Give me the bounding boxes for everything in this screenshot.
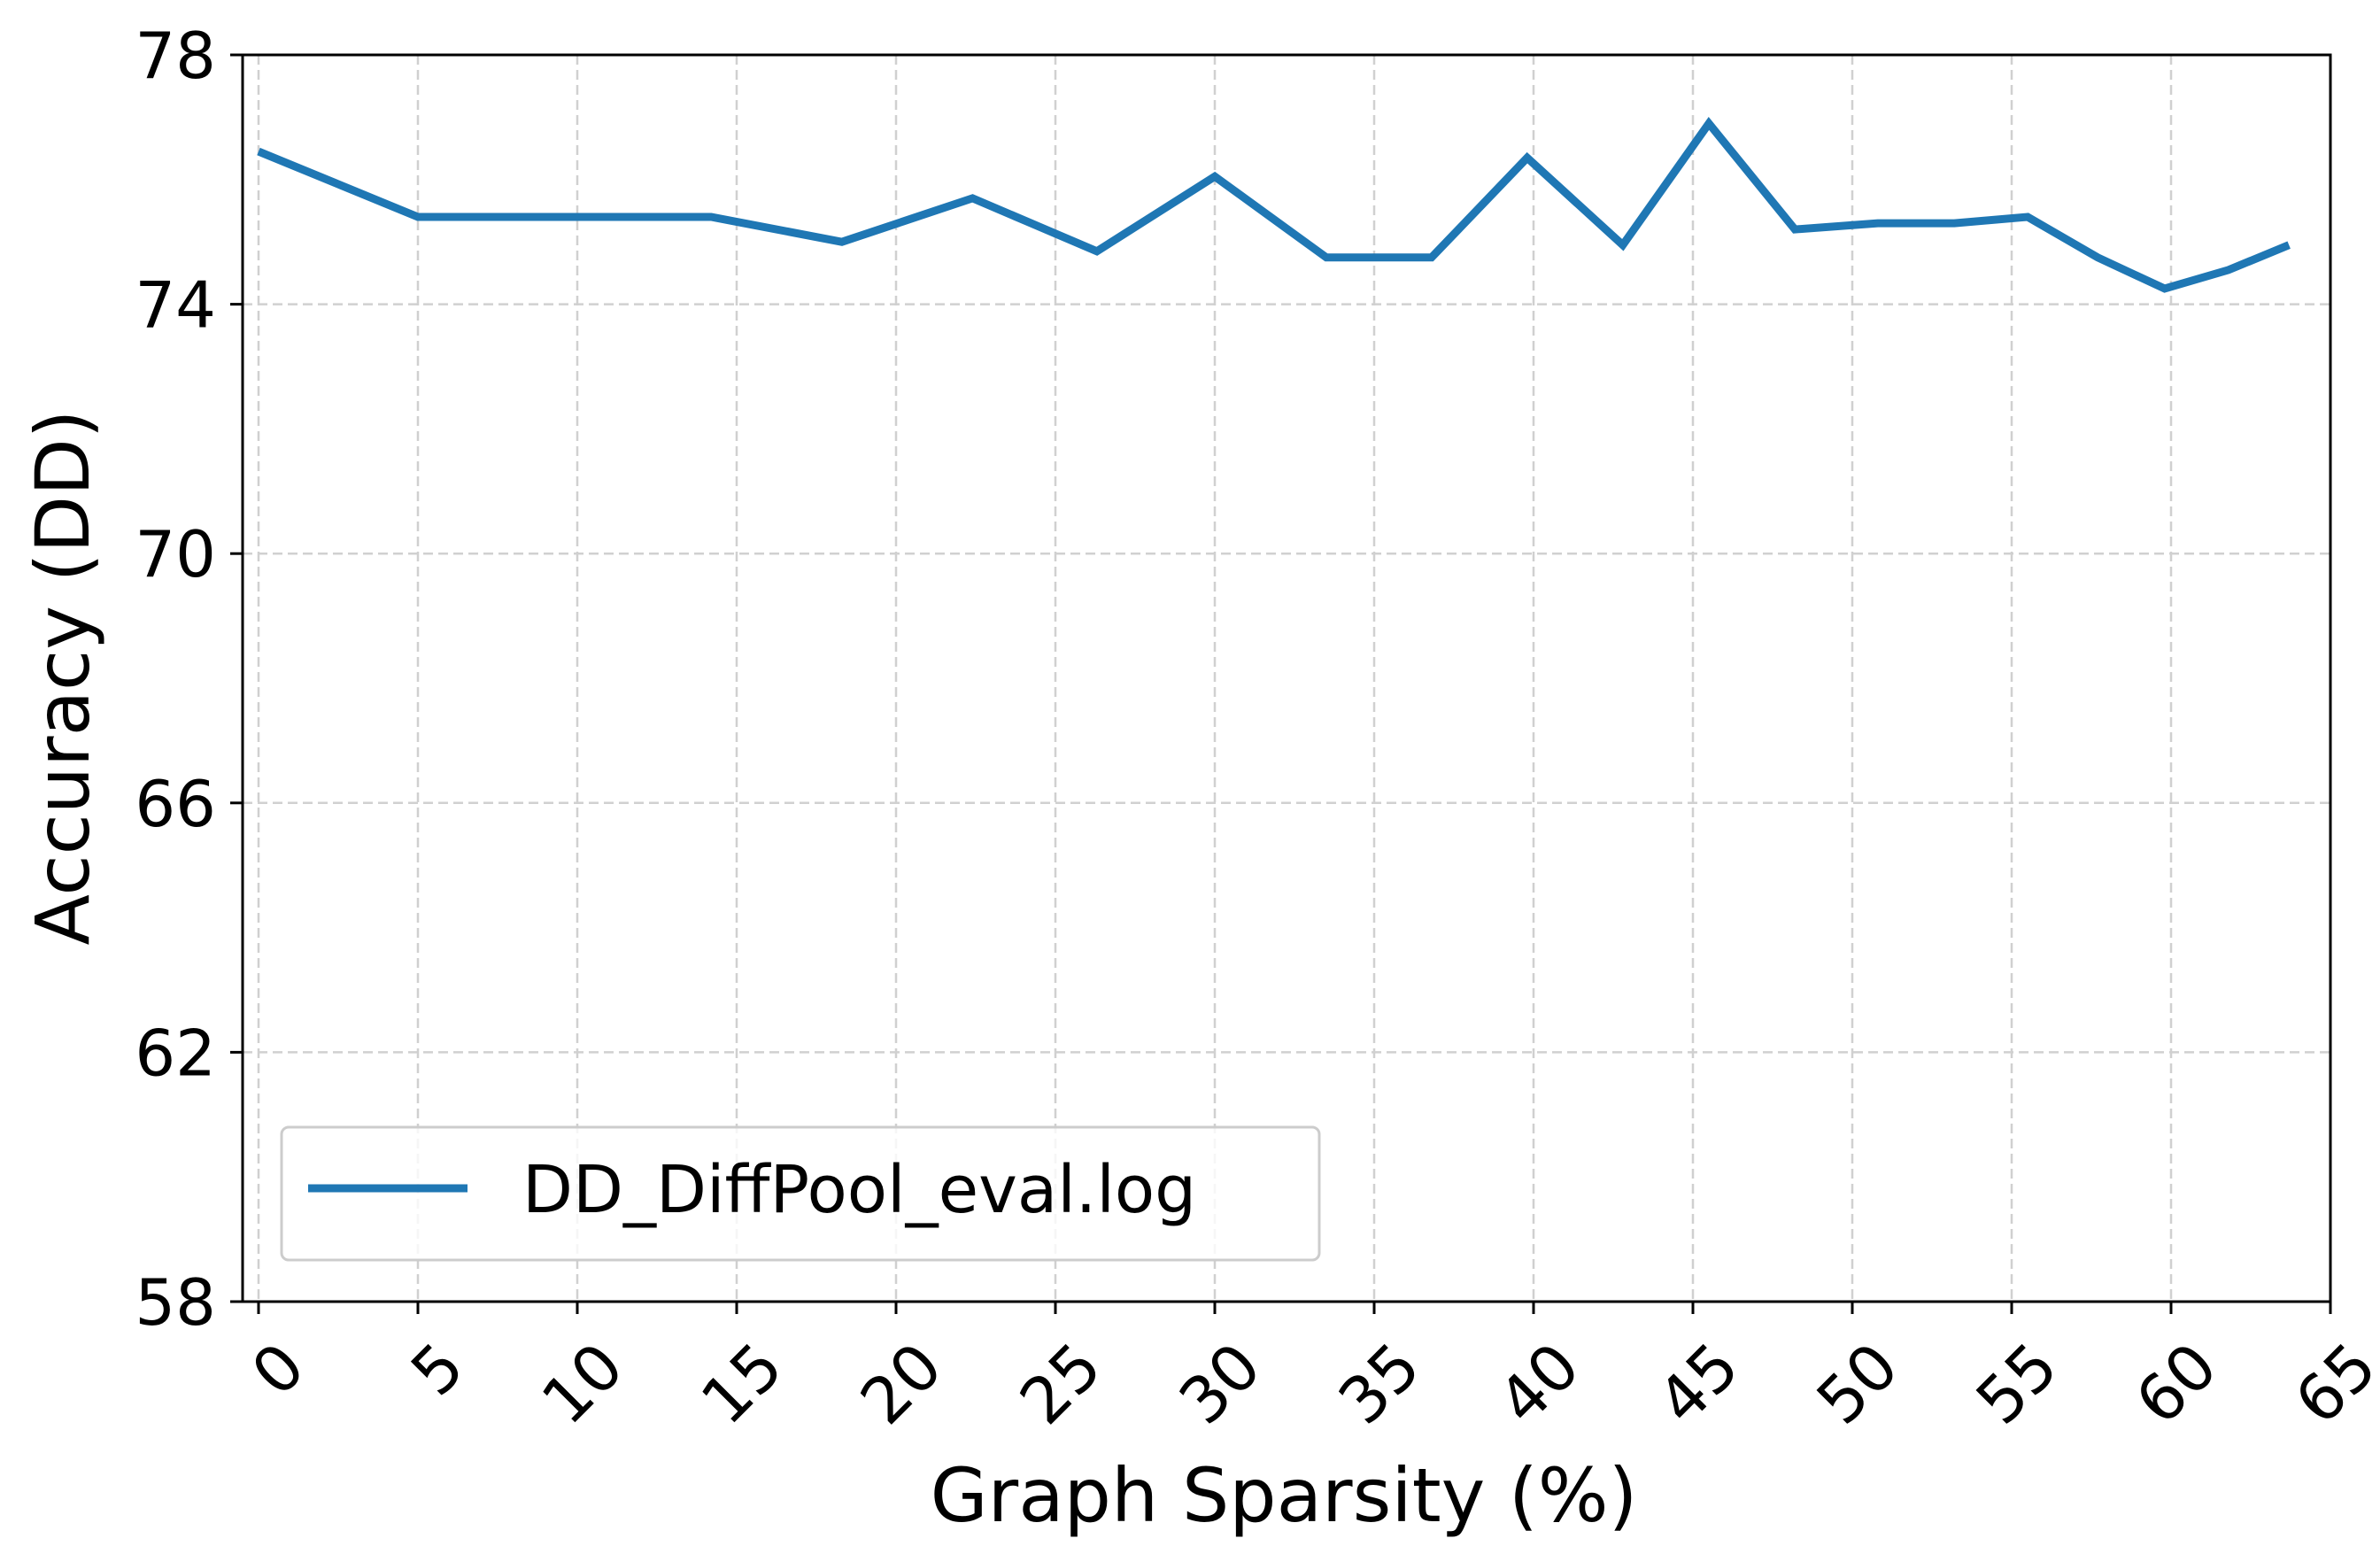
x-axis-title: Graph Sparsity (%) (931, 1452, 1638, 1539)
legend: DD_DiffPool_eval.log (280, 1125, 1321, 1262)
plot-area-frame (241, 53, 2332, 1303)
y-tick-label: 62 (135, 1016, 216, 1090)
series-line (257, 116, 2291, 293)
legend-label: DD_DiffPool_eval.log (522, 1152, 1196, 1228)
y-tick-label: 78 (135, 19, 216, 93)
y-axis-title: Accuracy (DD) (19, 409, 106, 945)
y-tick-label: 58 (135, 1265, 216, 1340)
series-lines (257, 116, 2291, 293)
y-tick-label: 66 (135, 767, 216, 841)
legend-box (280, 1125, 1321, 1262)
y-tick-label: 70 (135, 517, 216, 591)
y-axis-ticks: 58 62 66 70 74 78 (135, 19, 243, 1340)
y-tick-label: 74 (135, 268, 216, 343)
